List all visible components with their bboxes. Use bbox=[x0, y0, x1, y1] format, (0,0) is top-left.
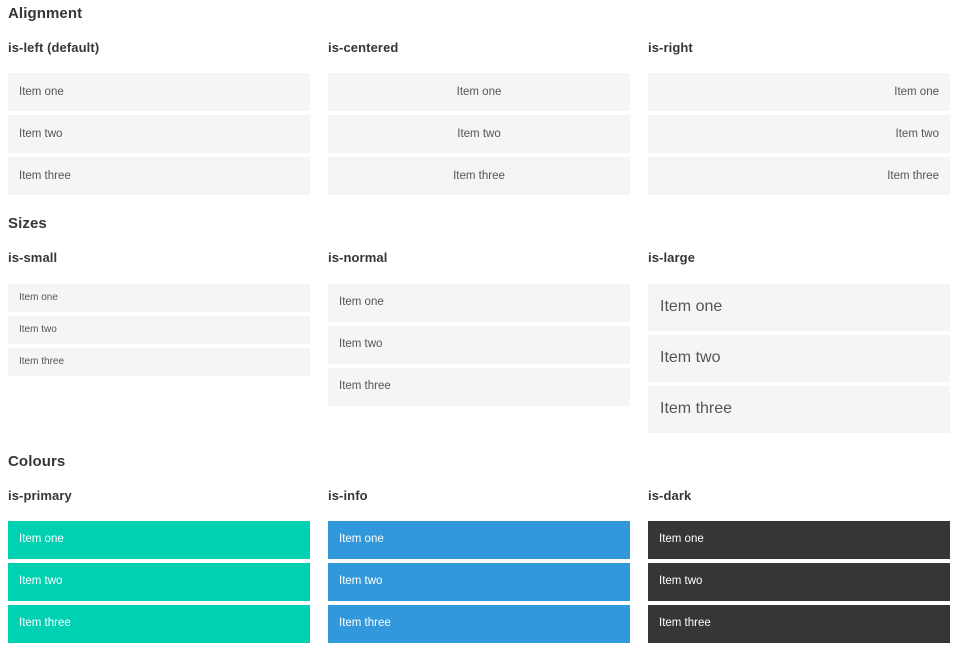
group-label-is-primary: is-primary bbox=[8, 487, 72, 503]
list-item[interactable]: Item two bbox=[648, 334, 950, 382]
list-item[interactable]: Item two bbox=[328, 325, 630, 364]
list-item[interactable]: Item three bbox=[648, 157, 950, 196]
section-sizes: Sizes is-small Item one Item two Item th… bbox=[8, 215, 950, 433]
list-item[interactable]: Item three bbox=[648, 385, 950, 433]
section-title-alignment: Alignment bbox=[8, 5, 83, 22]
list-item[interactable]: Item one bbox=[328, 73, 630, 112]
list-item[interactable]: Item three bbox=[648, 604, 950, 643]
list-item[interactable]: Item one bbox=[648, 520, 950, 559]
group-is-centered: is-centered Item one Item two Item three bbox=[328, 40, 630, 196]
list-dark: Item one Item two Item three bbox=[648, 520, 950, 643]
list-primary: Item one Item two Item three bbox=[8, 520, 310, 643]
list-item[interactable]: Item two bbox=[648, 562, 950, 601]
list-item[interactable]: Item two bbox=[8, 562, 310, 601]
group-is-dark: is-dark Item one Item two Item three bbox=[648, 488, 950, 643]
list-center-aligned: Item one Item two Item three bbox=[328, 73, 630, 196]
section-alignment: Alignment is-left (default) Item one Ite… bbox=[8, 5, 950, 196]
list-item[interactable]: Item three bbox=[8, 157, 310, 196]
list-item[interactable]: Item one bbox=[328, 520, 630, 559]
section-title-colours: Colours bbox=[8, 452, 66, 470]
list-item[interactable]: Item two bbox=[328, 562, 630, 601]
section-colours: Colours is-primary Item one Item two Ite… bbox=[8, 453, 950, 643]
colours-columns: is-primary Item one Item two Item three … bbox=[8, 488, 950, 643]
list-large: Item one Item two Item three bbox=[648, 283, 950, 433]
group-is-right: is-right Item one Item two Item three bbox=[648, 40, 950, 196]
list-item[interactable]: Item one bbox=[8, 283, 310, 312]
group-label-is-large: is-large bbox=[648, 250, 696, 266]
list-info: Item one Item two Item three bbox=[328, 520, 630, 643]
list-item[interactable]: Item three bbox=[328, 157, 630, 196]
list-item[interactable]: Item three bbox=[8, 347, 310, 376]
group-label-is-centered: is-centered bbox=[328, 40, 399, 55]
list-item[interactable]: Item three bbox=[328, 367, 630, 406]
list-item[interactable]: Item two bbox=[8, 115, 310, 154]
list-item[interactable]: Item one bbox=[648, 73, 950, 112]
group-label-is-normal: is-normal bbox=[328, 250, 388, 266]
section-title-sizes: Sizes bbox=[8, 215, 47, 233]
group-label-is-left: is-left (default) bbox=[8, 40, 100, 55]
group-label-is-info: is-info bbox=[328, 487, 368, 503]
list-item[interactable]: Item three bbox=[8, 604, 310, 643]
sizes-columns: is-small Item one Item two Item three is… bbox=[8, 250, 950, 433]
alignment-columns: is-left (default) Item one Item two Item… bbox=[8, 40, 950, 196]
group-label-is-dark: is-dark bbox=[648, 487, 692, 503]
group-is-left: is-left (default) Item one Item two Item… bbox=[8, 40, 310, 196]
list-item[interactable]: Item two bbox=[328, 115, 630, 154]
list-component-demo-page: Alignment is-left (default) Item one Ite… bbox=[8, 5, 950, 643]
group-is-small: is-small Item one Item two Item three bbox=[8, 250, 310, 376]
list-item[interactable]: Item three bbox=[328, 604, 630, 643]
group-label-is-small: is-small bbox=[8, 250, 58, 266]
list-left-aligned: Item one Item two Item three bbox=[8, 73, 310, 196]
list-small: Item one Item two Item three bbox=[8, 283, 310, 376]
list-item[interactable]: Item one bbox=[8, 73, 310, 112]
group-is-normal: is-normal Item one Item two Item three bbox=[328, 250, 630, 406]
group-is-info: is-info Item one Item two Item three bbox=[328, 488, 630, 643]
list-item[interactable]: Item two bbox=[8, 315, 310, 344]
list-right-aligned: Item one Item two Item three bbox=[648, 73, 950, 196]
group-is-large: is-large Item one Item two Item three bbox=[648, 250, 950, 433]
list-item[interactable]: Item one bbox=[648, 283, 950, 331]
group-label-is-right: is-right bbox=[648, 40, 693, 55]
list-item[interactable]: Item one bbox=[8, 520, 310, 559]
list-item[interactable]: Item two bbox=[648, 115, 950, 154]
list-normal: Item one Item two Item three bbox=[328, 283, 630, 406]
group-is-primary: is-primary Item one Item two Item three bbox=[8, 488, 310, 643]
list-item[interactable]: Item one bbox=[328, 283, 630, 322]
